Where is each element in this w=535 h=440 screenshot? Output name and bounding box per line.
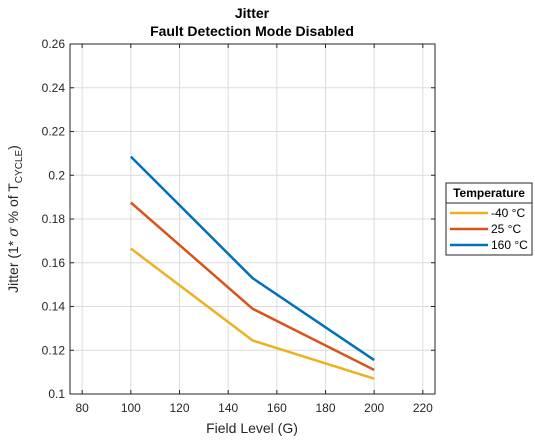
y-tick-label: 0.12 — [42, 343, 66, 357]
x-axis-label: Field Level (G) — [206, 420, 298, 436]
chart-title: Jitter — [235, 5, 270, 21]
legend-entry: -40 °C — [491, 206, 525, 220]
y-label-mid: % of T — [5, 183, 21, 228]
series-line-0 — [130, 247, 375, 380]
plot-area — [69, 43, 436, 395]
y-tick-labels: 0.1 0.12 0.14 0.16 0.18 0.2 0.22 0.24 0.26 — [42, 37, 66, 401]
series-line-2 — [129, 155, 375, 362]
y-label-suffix: ) — [5, 145, 21, 150]
y-tick-label: 0.14 — [42, 300, 66, 314]
y-label-sub: CYCLE — [14, 150, 25, 184]
legend-entry: 160 °C — [491, 238, 528, 252]
x-tick-label: 100 — [121, 401, 141, 415]
y-tick-label: 0.2 — [48, 168, 65, 182]
y-tick-label: 0.26 — [42, 37, 66, 51]
x-tick-label: 220 — [413, 401, 433, 415]
y-tick-label: 0.16 — [42, 256, 66, 270]
x-tick-label: 160 — [267, 401, 287, 415]
chart-subtitle: Fault Detection Mode Disabled — [150, 23, 354, 39]
legend-items: -40 °C 25 °C 160 °C — [450, 206, 528, 252]
y-tick-label: 0.22 — [42, 125, 66, 139]
x-tick-label: 180 — [315, 401, 335, 415]
legend-entry: 25 °C — [491, 222, 521, 236]
y-axis-label: Jitter (1* σ % of TCYCLE) — [5, 145, 25, 293]
series-line-1 — [130, 201, 375, 372]
y-label-prefix: Jitter (1* — [5, 237, 21, 293]
x-tick-label: 80 — [75, 401, 89, 415]
x-tick-labels: 80 100 120 140 160 180 200 220 — [75, 401, 433, 415]
y-label-sigma: σ — [6, 227, 22, 237]
y-tick-label: 0.1 — [48, 387, 65, 401]
series-lines — [129, 155, 375, 380]
legend: Temperature -40 °C 25 °C 160 °C — [445, 182, 533, 256]
y-tick-label: 0.24 — [42, 81, 66, 95]
x-tick-label: 120 — [169, 401, 189, 415]
legend-title: Temperature — [453, 186, 525, 200]
x-tick-label: 200 — [364, 401, 384, 415]
y-tick-label: 0.18 — [42, 212, 66, 226]
x-tick-label: 140 — [218, 401, 238, 415]
